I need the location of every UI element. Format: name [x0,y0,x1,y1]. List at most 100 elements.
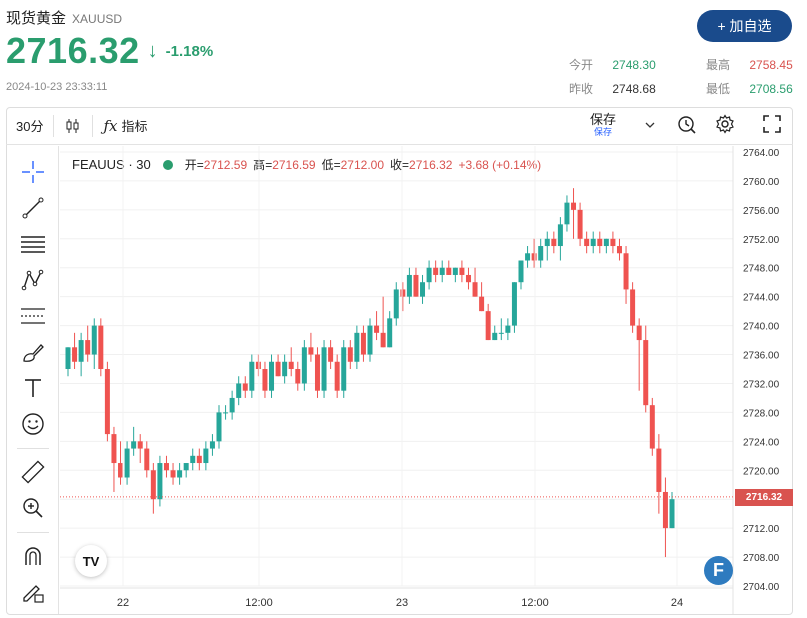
brush-icon [23,344,44,362]
crosshair-icon [22,161,44,183]
candle-body [170,470,176,478]
legend-open-value: 2712.59 [203,158,248,172]
current-price: 2716.32 [6,30,140,71]
candle-body [623,253,629,290]
candle-body [636,325,642,341]
candle-body [630,289,636,326]
pattern-tool[interactable] [19,266,47,294]
instrument-title: 现货黄金 [6,10,67,27]
candle-body [551,238,557,247]
candle-body [249,361,255,391]
candle-body [426,267,432,283]
trendline-tool[interactable] [19,194,47,222]
ruler-tool[interactable] [19,458,47,486]
candle-body [223,412,229,414]
y-tick-label: 2756.00 [743,206,780,217]
add-watchlist-button[interactable]: + 加自选 [697,10,792,42]
interval-selector[interactable]: 30分 [16,119,44,134]
pattern-icon [21,269,44,291]
y-tick-label: 2728.00 [743,408,780,419]
fullscreen-icon[interactable] [763,115,781,133]
instrument-symbol: XAUUSD [72,12,123,26]
stat-prev-value: 2748.68 [612,82,656,96]
candle-body [505,325,511,333]
magnet-tool[interactable] [19,542,47,570]
ruler-icon [21,460,45,484]
candle-body [374,325,380,333]
legend-close-value: 2716.32 [409,158,453,172]
x-tick-label: 24 [671,597,683,609]
legend-low: 低=2712.00 [321,158,385,172]
candle-body [610,238,616,247]
candle-body [603,238,609,247]
trendline-icon [22,197,44,219]
candle-body [354,332,360,362]
candle-body [511,282,517,326]
candle-body [308,347,314,355]
candle-body [400,289,406,297]
candle-body [190,455,196,464]
zoom-tool[interactable] [19,494,47,522]
candle-body [288,361,294,369]
legend-low-value: 2712.00 [340,158,385,172]
magnet-icon [25,547,41,565]
save-label: 保存 [590,112,617,127]
candle-body [111,434,117,464]
candlestick-chart[interactable]: 2764.00 2760.00 2756.00 2752.00 2748.00 2744.… [60,146,793,614]
measure-lines-tool[interactable] [19,302,47,330]
lock-drawing-tool[interactable] [19,578,47,606]
gear-icon[interactable] [715,114,735,134]
y-tick-label: 2764.00 [743,148,780,159]
crosshair-tool[interactable] [19,158,47,186]
y-tick-label: 2704.00 [743,582,780,593]
candle-body [91,325,97,355]
candle-body [118,463,124,478]
indicators-button[interactable]: ƒx 指标 [93,107,157,144]
candle-body [525,253,531,261]
candle-body [360,332,366,355]
stat-prev-label: 昨收 [569,82,594,96]
candle-body [380,332,386,348]
candle-body [157,463,163,500]
chart-frame [6,107,793,615]
candle-body [446,267,452,275]
y-tick-label: 2760.00 [743,177,780,188]
candle-body [485,311,491,341]
candle-body [150,470,156,500]
candle-body [196,455,202,464]
candle-body [616,246,622,254]
candle-body [538,246,544,261]
candle-body [393,289,399,319]
down-arrow-icon: ↓ [147,39,158,62]
text-tool[interactable] [19,374,47,402]
tradingview-logo[interactable]: TV [75,545,107,577]
candle-body [65,347,71,369]
candle-body [229,397,235,413]
alert-clock-icon[interactable] [677,114,697,134]
candle-body [104,369,110,435]
candle-body [301,347,307,384]
pencil-lock-icon [23,585,44,603]
stat-high: 最高 2758.45 [706,56,793,73]
change-percent: -1.18% [165,42,214,60]
candle-body [209,441,215,449]
horizontal-lines-icon [21,236,45,253]
candle-body [203,448,209,464]
save-button[interactable]: 保存 保存 [590,113,616,137]
horizontal-lines-tool[interactable] [19,230,47,258]
legend-close-label: 收 [390,158,403,172]
emoji-tool[interactable] [19,410,47,438]
stat-open: 今开 2748.30 [569,56,656,73]
candle-body [649,405,655,449]
candle-body [472,282,478,297]
candle-body [282,361,288,377]
candle-style-icon[interactable] [54,107,92,144]
chevron-down-icon[interactable] [644,119,656,131]
smiley-icon [22,413,44,435]
stat-high-value: 2758.45 [749,58,793,72]
brush-tool[interactable] [19,338,47,366]
stat-high-label: 最高 [706,58,731,72]
candle-body [314,354,320,391]
save-sublabel: 保存 [594,127,613,137]
candle-body [571,202,577,210]
